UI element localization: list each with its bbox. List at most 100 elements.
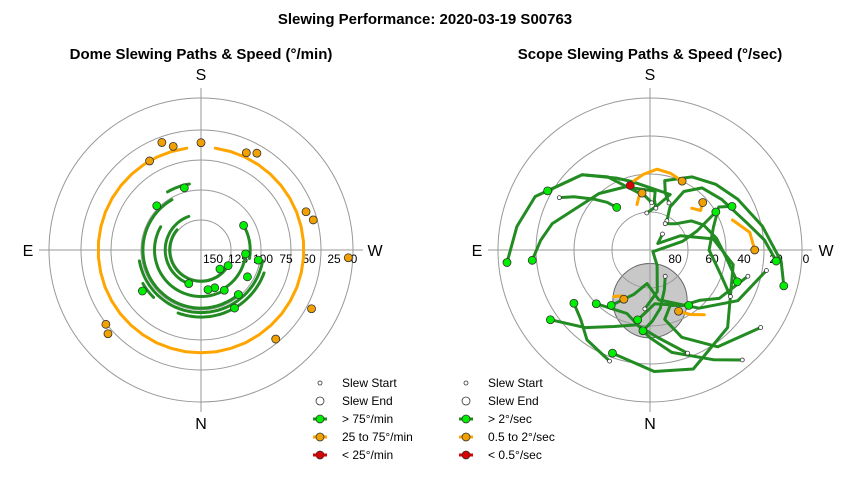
dome-r-tick-label: 25 (327, 252, 341, 266)
dome-legend-swatch-marker-medium (315, 432, 325, 442)
scope-slew-start-point (758, 325, 764, 330)
dome-panel: Dome Slewing Paths & Speed (°/min) S N E… (23, 46, 413, 462)
scope-slew-path (707, 204, 734, 298)
scope-panel: Scope Slewing Paths & Speed (°/sec) S N … (459, 46, 834, 462)
scope-compass-right: W (818, 243, 834, 260)
dome-compass-top: S (196, 67, 207, 84)
scope-slew-path (594, 302, 744, 362)
dome-legend-swatch-start (317, 380, 323, 386)
dome-slew-point (219, 285, 229, 295)
dome-legend-label: < 25°/min (342, 448, 393, 462)
scope-slew-end-point (527, 255, 537, 265)
dome-legend-swatch-end (315, 396, 325, 406)
dome-r-tick-label: 50 (302, 252, 316, 266)
scope-slew-start-point (660, 231, 665, 237)
scope-slew-start-point (666, 200, 672, 206)
scope-legend-label: 0.5 to 2°/sec (488, 430, 555, 444)
dome-compass-bottom: N (195, 416, 207, 433)
scope-slew-start-point (556, 195, 562, 201)
scope-slew-start-point (607, 358, 612, 364)
dome-r-tick-label: 0 (351, 252, 358, 266)
scope-legend-swatch-end (461, 396, 471, 406)
scope-slew-path (665, 186, 778, 263)
dome-chart-title: Dome Slewing Paths & Speed (°/min) (70, 46, 333, 63)
dome-slew-point (243, 272, 252, 282)
scope-slew-end-point (591, 299, 601, 309)
scope-slew-end-point (698, 198, 708, 207)
dome-slew-arc (152, 225, 226, 299)
dome-slew-point (152, 201, 162, 211)
dome-slew-point (233, 290, 243, 299)
dome-r-tick-label: 150 (203, 252, 223, 266)
scope-slew-path (641, 274, 667, 333)
scope-legend-label: < 0.5°/sec (488, 448, 542, 462)
dome-slew-point (252, 148, 262, 158)
scope-slew-path (609, 269, 768, 310)
dome-slew-point (196, 138, 206, 148)
dome-legend-label: Slew Start (342, 376, 397, 390)
scope-legend-label: Slew End (488, 394, 539, 408)
dome-slew-point (138, 286, 147, 296)
dome-slew-point (184, 279, 194, 289)
scope-slew-end-point (633, 315, 643, 325)
scope-slew-path (632, 167, 684, 183)
dome-slew-point (343, 253, 353, 263)
scope-slew-end-point (771, 256, 781, 266)
scope-legend-swatch-marker-slow (461, 450, 471, 460)
dome-slew-point (307, 304, 316, 314)
dome-slew-arc (163, 214, 191, 286)
scope-slew-start-point (662, 221, 668, 227)
dome-slew-point (239, 221, 248, 230)
scope-slew-start-point (649, 200, 655, 206)
dome-legend-label: 25 to 75°/min (342, 430, 413, 444)
dome-compass-left: E (23, 243, 34, 260)
scope-slew-path (548, 318, 689, 355)
scope-compass-top: S (645, 67, 656, 84)
scope-legend-swatch-marker-medium (461, 432, 471, 442)
scope-slew-end-point (677, 176, 687, 186)
dome-compass-right: W (367, 243, 383, 260)
dome-slew-point (253, 255, 263, 265)
figure-suptitle: Slewing Performance: 2020-03-19 S00763 (278, 11, 572, 28)
dome-slew-arc (176, 271, 266, 319)
dome-slew-arc (137, 259, 265, 315)
dome-slew-point (241, 249, 250, 259)
scope-slew-end-point (606, 300, 616, 310)
dome-slew-arc (225, 252, 247, 289)
scope-compass-left: E (472, 243, 483, 260)
scope-slew-path (663, 219, 739, 284)
scope-slew-path (546, 173, 672, 215)
scope-slew-path (611, 232, 735, 373)
scope-legend-swatch-marker-fast (461, 414, 471, 424)
scope-slew-start-point (653, 205, 659, 211)
dome-slew-point (241, 148, 251, 158)
scope-chart-title: Scope Slewing Paths & Speed (°/sec) (518, 46, 782, 63)
scope-slew-end-point (638, 326, 648, 336)
scope-slew-end-point (674, 306, 683, 316)
scope-slew-end-point (711, 207, 721, 217)
scope-legend-label: Slew Start (488, 376, 543, 390)
scope-slew-end-point (545, 315, 555, 325)
scope-slew-start-point (662, 273, 668, 279)
scope-slew-end-point (727, 201, 737, 211)
scope-slew-end-point (608, 348, 617, 358)
dome-slew-arc (242, 223, 252, 260)
scope-slew-end-point (750, 245, 760, 255)
dome-slew-arc (96, 146, 306, 355)
dome-slew-point (308, 215, 318, 225)
dome-legend-label: Slew End (342, 394, 393, 408)
scope-r-tick-label: 40 (737, 252, 751, 266)
scope-compass-bottom: N (644, 416, 656, 433)
dome-r-tick-label: 75 (279, 252, 293, 266)
scope-slew-end-point (543, 186, 553, 196)
dome-slew-arc (141, 198, 240, 310)
dome-slew-point (145, 156, 154, 166)
scope-slew-start-point (745, 273, 751, 279)
scope-legend-label: > 2°/sec (488, 412, 532, 426)
scope-slew-start-point (728, 294, 733, 299)
dome-slew-arc (141, 282, 156, 299)
scope-r-tick-label: 80 (668, 252, 682, 266)
dome-slew-point (179, 183, 189, 193)
scope-slew-start-point (685, 350, 690, 356)
scope-r-tick-label: 0 (803, 252, 810, 266)
